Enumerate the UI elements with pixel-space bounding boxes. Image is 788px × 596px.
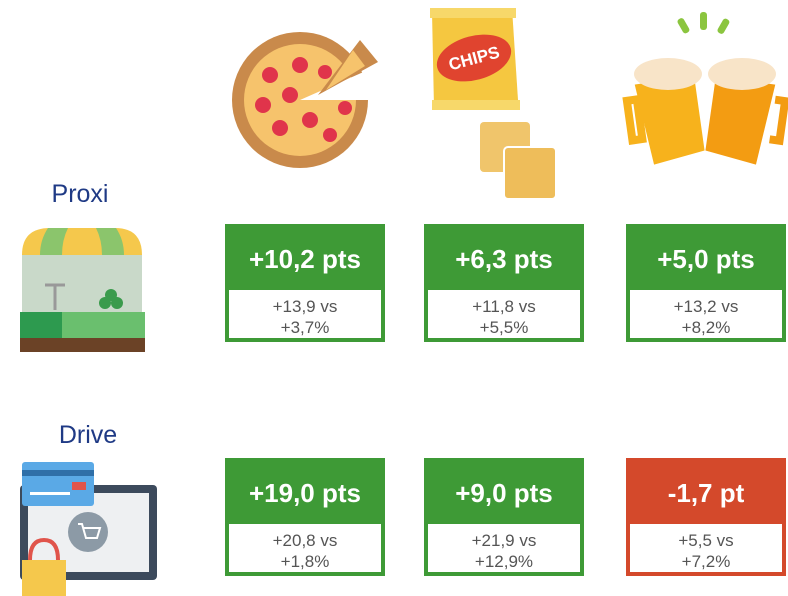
stat-headline: +10,2 pts — [229, 228, 381, 290]
stat-detail: +20,8 vs +1,8% — [229, 524, 381, 572]
stat-detail: +13,9 vs +3,7% — [229, 290, 381, 338]
stat-detail: +21,9 vs +12,9% — [428, 524, 580, 572]
stat-card: +10,2 pts +13,9 vs +3,7% — [225, 224, 385, 342]
row-label: Drive — [58, 421, 118, 449]
detail-line: +1,8% — [280, 552, 330, 571]
stat-detail: +11,8 vs +5,5% — [428, 290, 580, 338]
stat-headline: +19,0 pts — [229, 462, 381, 524]
computer-icon — [20, 462, 157, 596]
stat-detail: +5,5 vs +7,2% — [630, 524, 782, 572]
row-label: Proxi — [51, 180, 109, 208]
beer-icon — [622, 12, 788, 165]
chips-icon: CHIPS — [430, 8, 557, 200]
stat-headline: -1,7 pt — [630, 462, 782, 524]
stat-card: +9,0 pts +21,9 vs +12,9% — [424, 458, 584, 576]
stat-card: +5,0 pts +13,2 vs +8,2% — [626, 224, 786, 342]
detail-line: +7,2% — [681, 552, 731, 571]
detail-line: +20,8 vs — [272, 531, 338, 550]
stat-card: +6,3 pts +11,8 vs +5,5% — [424, 224, 584, 342]
detail-line: +5,5% — [479, 318, 529, 337]
detail-line: +13,9 vs — [272, 297, 338, 316]
detail-line: +8,2% — [681, 318, 731, 337]
pizza-icon — [232, 32, 378, 168]
detail-line: +12,9% — [474, 552, 534, 571]
detail-line: +21,9 vs — [471, 531, 537, 550]
shop-icon — [20, 228, 145, 352]
detail-line: +5,5 vs — [678, 531, 734, 550]
stat-headline: +6,3 pts — [428, 228, 580, 290]
stat-headline: +5,0 pts — [630, 228, 782, 290]
stat-card: -1,7 pt +5,5 vs +7,2% — [626, 458, 786, 576]
stat-headline: +9,0 pts — [428, 462, 580, 524]
detail-line: +13,2 vs — [673, 297, 739, 316]
stat-detail: +13,2 vs +8,2% — [630, 290, 782, 338]
stat-card: +19,0 pts +20,8 vs +1,8% — [225, 458, 385, 576]
detail-line: +11,8 vs — [472, 297, 536, 316]
detail-line: +3,7% — [280, 318, 330, 337]
